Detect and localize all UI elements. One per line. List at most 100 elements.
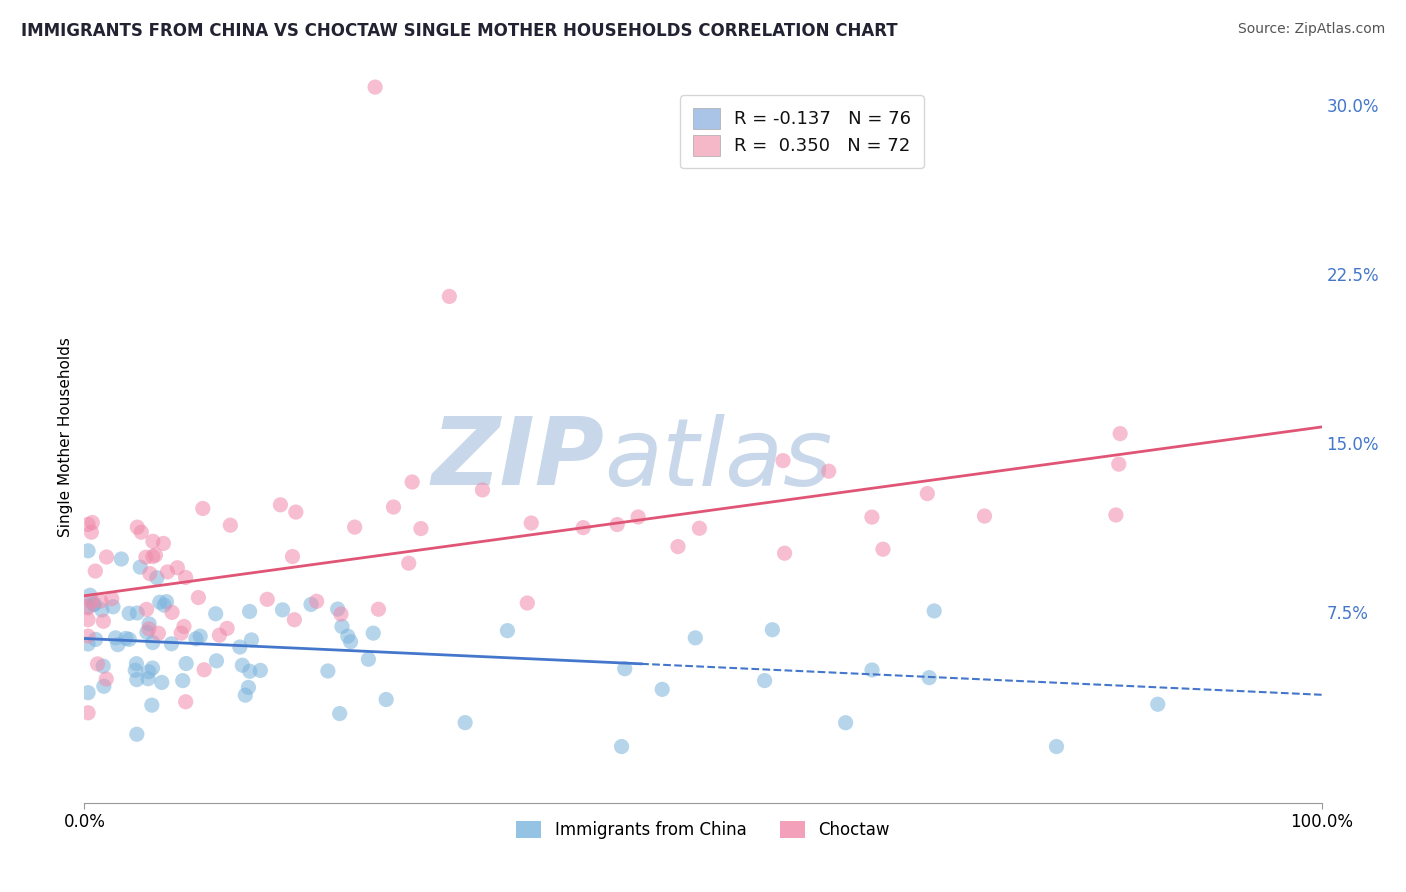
Point (240, 632, 263, 647)
Point (79, 588, 101, 602)
Point (364, 80, 387, 95)
Point (125, 673, 148, 687)
Text: atlas: atlas (605, 414, 832, 505)
Point (454, 715, 477, 730)
Point (84, 564, 107, 578)
Point (91, 659, 114, 673)
Point (135, 625, 157, 640)
Point (125, 727, 148, 741)
Point (401, 475, 423, 489)
Point (339, 634, 361, 648)
Point (367, 602, 389, 616)
Point (299, 598, 322, 612)
Point (77, 706, 100, 720)
Point (271, 603, 294, 617)
Point (110, 552, 132, 566)
Point (239, 665, 262, 679)
Point (1108, 457, 1130, 471)
Point (173, 619, 195, 633)
Point (773, 546, 796, 560)
Point (572, 521, 595, 535)
Point (239, 605, 262, 619)
Point (135, 550, 157, 565)
Point (305, 594, 328, 608)
Point (77, 543, 100, 558)
Point (82, 516, 104, 530)
Point (156, 565, 179, 579)
Point (834, 715, 856, 730)
Point (83, 597, 105, 611)
Point (138, 665, 160, 679)
Point (107, 638, 129, 652)
Point (269, 498, 291, 512)
Point (77, 686, 100, 700)
Point (149, 595, 172, 609)
Point (77, 613, 100, 627)
Point (138, 622, 160, 636)
Point (217, 621, 239, 635)
Point (918, 671, 941, 685)
Point (139, 566, 162, 581)
Point (329, 706, 352, 721)
Point (138, 616, 160, 631)
Point (124, 663, 146, 677)
Point (191, 501, 214, 516)
Point (187, 591, 209, 605)
Point (77, 599, 100, 614)
Point (860, 663, 883, 677)
Point (80, 525, 103, 540)
Point (922, 604, 945, 618)
Point (135, 602, 157, 616)
Point (343, 520, 366, 534)
Point (1105, 508, 1128, 522)
Point (160, 637, 183, 651)
Point (152, 536, 174, 550)
Point (115, 632, 138, 646)
Point (238, 681, 260, 695)
Point (817, 464, 839, 478)
Point (172, 673, 194, 688)
Point (90, 603, 112, 617)
Point (409, 522, 432, 536)
Point (606, 517, 628, 532)
Point (666, 540, 689, 554)
Point (129, 525, 152, 540)
Point (516, 596, 538, 610)
Point (1109, 426, 1132, 441)
Point (357, 652, 380, 666)
Point (118, 632, 141, 647)
Point (229, 640, 252, 654)
Point (496, 624, 519, 638)
Point (233, 688, 256, 702)
Text: IMMIGRANTS FROM CHINA VS CHOCTAW SINGLE MOTHER HOUSEHOLDS CORRELATION CHART: IMMIGRANTS FROM CHINA VS CHOCTAW SINGLE … (21, 22, 897, 40)
Point (761, 623, 783, 637)
Point (1146, 697, 1168, 711)
Point (77, 637, 100, 651)
Point (170, 626, 193, 640)
Point (174, 657, 197, 671)
Point (148, 626, 170, 640)
Point (77, 517, 100, 532)
Point (77, 600, 100, 615)
Point (520, 516, 543, 530)
Point (627, 510, 650, 524)
Point (205, 654, 228, 668)
Point (118, 607, 141, 621)
Point (651, 682, 673, 697)
Point (142, 549, 165, 564)
Point (917, 486, 939, 500)
Point (86, 657, 108, 671)
Point (174, 570, 197, 584)
Point (83, 598, 105, 612)
Point (166, 560, 188, 574)
Point (160, 606, 183, 620)
Point (96, 672, 118, 686)
Point (326, 602, 349, 616)
Point (142, 635, 165, 649)
Point (283, 613, 305, 627)
Point (685, 631, 707, 645)
Point (77, 629, 100, 643)
Point (80, 594, 103, 608)
Legend: Immigrants from China, Choctaw: Immigrants from China, Choctaw (510, 814, 896, 846)
Y-axis label: Single Mother Households: Single Mother Households (58, 337, 73, 537)
